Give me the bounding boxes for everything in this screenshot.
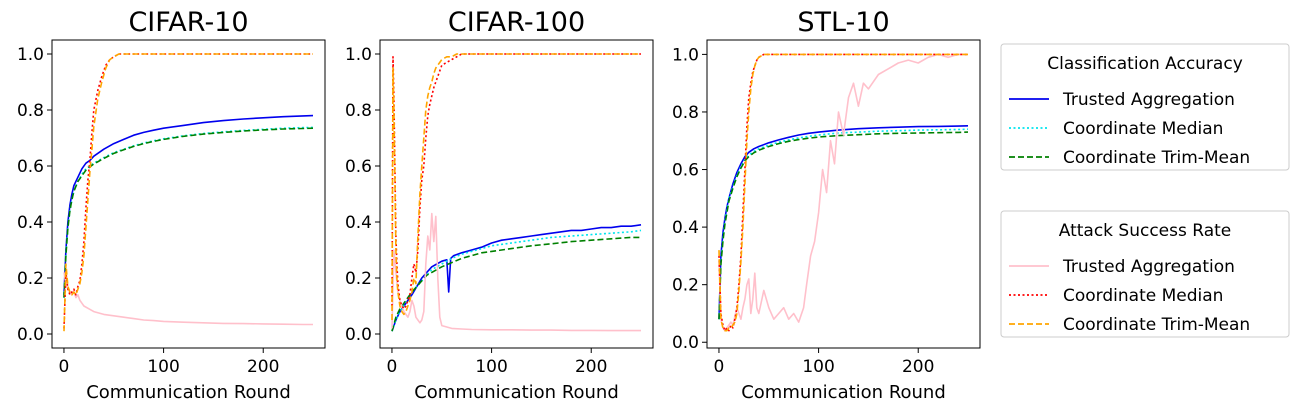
- y-tick-label: 0.8: [345, 101, 372, 121]
- y-tick-label: 0.8: [672, 103, 699, 123]
- legend-entry-label: Coordinate Median: [1063, 286, 1223, 306]
- series-line-asr-4: [63, 53, 313, 329]
- x-tick-label: 0: [714, 357, 725, 377]
- y-tick-label: 0.4: [17, 213, 44, 233]
- series-line-asr-5: [718, 53, 968, 332]
- x-axis-label: Communication Round: [86, 382, 291, 403]
- x-tick-label: 100: [475, 357, 507, 377]
- series-group: [391, 53, 642, 332]
- series-line-asr-3: [391, 212, 641, 332]
- chart-cifar-10: 0.0 0.2 0.4 0.6 0.8 1.0 0 100 200 Communication R…: [17, 7, 326, 403]
- series-line-acc-0: [391, 224, 642, 332]
- legend-frame: [1000, 43, 1290, 171]
- legend-title: Attack Success Rate: [1059, 221, 1232, 241]
- x-tick-label: 0: [387, 357, 398, 377]
- series-line-acc-2: [391, 236, 641, 332]
- y-tick-label: 1.0: [17, 45, 44, 65]
- legend-entry-label: Coordinate Median: [1063, 119, 1223, 139]
- x-axis-label: Communication Round: [741, 382, 946, 403]
- legend-attack: Attack Success Rate Trusted Aggregation Co…: [1000, 210, 1290, 338]
- legend-entry-label: Coordinate Trim-Mean: [1063, 315, 1250, 335]
- chart-panels: 0.0 0.2 0.4 0.6 0.8 1.0 0 100 200 Communication R…: [17, 7, 981, 403]
- chart-title: CIFAR-100: [448, 7, 585, 38]
- series-line-asr-3: [63, 272, 313, 326]
- y-tick-label: 0.2: [17, 269, 44, 289]
- y-tick-label: 0.6: [345, 157, 372, 177]
- legend-entry-label: Coordinate Trim-Mean: [1063, 148, 1250, 168]
- plot-frame: [706, 39, 981, 349]
- chart-stl-10: 0.0 0.2 0.4 0.6 0.8 1.0 0 100 200 Communication R…: [672, 7, 981, 403]
- series-line-acc-2: [718, 131, 969, 320]
- legend-accuracy: Classification Accuracy Trusted Aggregati…: [1000, 43, 1290, 171]
- legend-entry-label: Trusted Aggregation: [1062, 257, 1235, 277]
- legends: Classification Accuracy Trusted Aggregati…: [1000, 43, 1290, 338]
- series-line-asr-4: [391, 53, 641, 310]
- y-tick-label: 0.0: [345, 325, 372, 345]
- legend-title: Classification Accuracy: [1047, 54, 1243, 74]
- y-tick-label: 1.0: [672, 45, 699, 65]
- x-tick-label: 100: [802, 357, 834, 377]
- y-tick-label: 0.0: [17, 325, 44, 345]
- y-tick-label: 0.4: [672, 218, 699, 238]
- legend-entry-label: Trusted Aggregation: [1062, 90, 1235, 110]
- series-line-acc-2: [63, 127, 314, 298]
- chart-title: STL-10: [797, 7, 889, 38]
- series-line-acc-1: [63, 126, 314, 298]
- series-line-asr-3: [718, 53, 968, 332]
- plot-frame: [51, 39, 326, 349]
- y-tick-label: 0.2: [345, 269, 372, 289]
- plot-frame: [379, 39, 654, 349]
- y-tick-label: 0.6: [17, 157, 44, 177]
- x-tick-label: 200: [902, 357, 934, 377]
- x-tick-label: 100: [147, 357, 179, 377]
- chart-title: CIFAR-10: [128, 7, 248, 38]
- y-tick-label: 0.6: [672, 161, 699, 181]
- series-line-acc-0: [63, 114, 314, 295]
- x-tick-label: 200: [247, 357, 279, 377]
- x-tick-label: 0: [59, 357, 70, 377]
- chart-cifar-100: 0.0 0.2 0.4 0.6 0.8 1.0 0 100 200 Communication R…: [345, 7, 654, 403]
- legend-frame: [1000, 210, 1290, 338]
- y-tick-label: 0.0: [672, 333, 699, 353]
- y-tick-label: 0.2: [672, 276, 699, 296]
- y-tick-label: 0.8: [17, 101, 44, 121]
- series-group: [63, 53, 314, 332]
- series-line-asr-5: [63, 53, 313, 332]
- x-tick-label: 200: [575, 357, 607, 377]
- series-line-acc-0: [718, 125, 969, 320]
- y-tick-label: 0.4: [345, 213, 372, 233]
- series-line-asr-5: [391, 53, 641, 321]
- series-group: [718, 53, 969, 332]
- x-axis-label: Communication Round: [414, 382, 619, 403]
- y-tick-label: 1.0: [345, 45, 372, 65]
